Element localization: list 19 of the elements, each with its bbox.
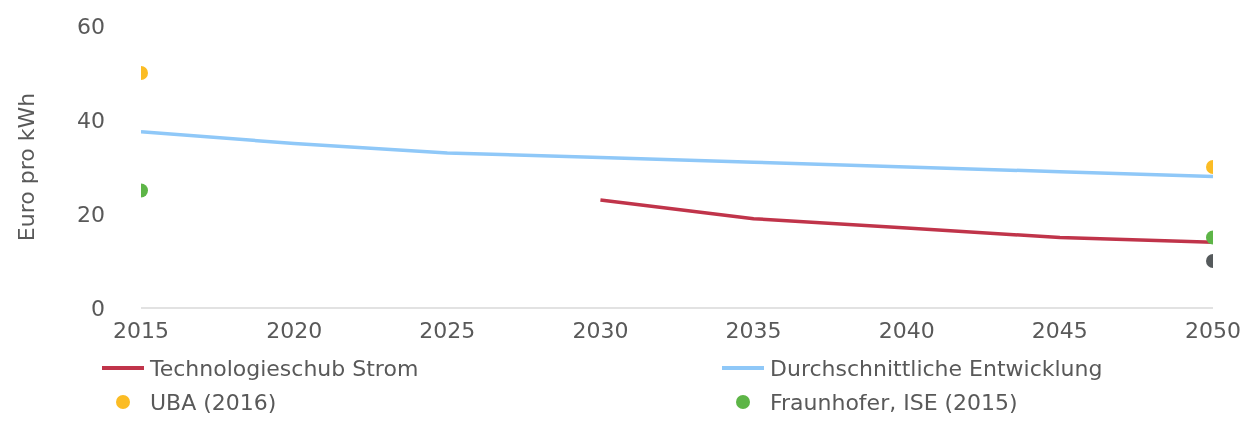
x-tick-label: 2045	[1031, 317, 1088, 343]
legend-label: Fraunhofer, ISE (2015)	[770, 389, 1018, 415]
x-tick-label: 2035	[725, 317, 782, 343]
line-series	[141, 130, 1213, 179]
y-tick-label: 0	[91, 295, 105, 321]
legend-label: Durchschnittliche Entwicklung	[770, 355, 1103, 381]
legend-label: UBA (2016)	[150, 389, 277, 415]
x-tick-label: 2040	[878, 317, 935, 343]
x-tick-label: 2025	[419, 317, 476, 343]
x-tick-label: 2020	[266, 317, 323, 343]
x-tick-label: 2050	[1185, 317, 1241, 343]
y-axis-title: Euro pro kWh	[14, 92, 39, 242]
y-tick-label: 60	[77, 13, 105, 39]
y-tick-label: 40	[77, 107, 105, 133]
legend-label: Technologieschub Strom	[150, 355, 419, 381]
line-series	[598, 198, 1213, 244]
x-tick-label: 2015	[113, 317, 169, 343]
x-tick-label: 2030	[572, 317, 629, 343]
y-tick-label: 20	[77, 201, 105, 227]
